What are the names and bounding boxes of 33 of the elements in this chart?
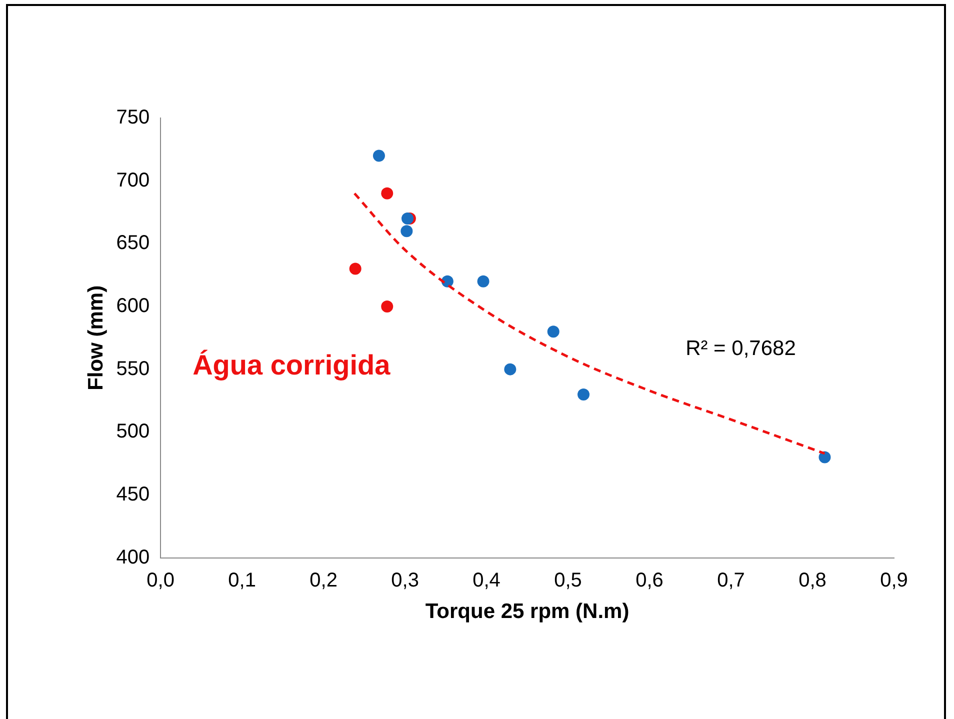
point (818, 451, 831, 464)
point (400, 225, 413, 238)
y-tick-label: 400 (116, 546, 150, 568)
x-tick-label: 0,3 (391, 569, 419, 592)
point (381, 300, 394, 312)
x-tick-label: 0,9 (880, 569, 908, 592)
point (381, 187, 394, 200)
y-axis-title: Flow (mm) (84, 285, 108, 390)
point (477, 275, 490, 288)
x-tick-label: 0,8 (798, 569, 826, 592)
x-tick-label: 0,5 (554, 569, 582, 592)
y-tick-label: 600 (116, 295, 150, 317)
y-tick-label: 450 (116, 483, 150, 506)
x-tick-label: 0,2 (310, 569, 338, 592)
x-tick-label: 0,1 (228, 569, 256, 592)
y-tick-label: 500 (116, 420, 150, 443)
point (547, 326, 560, 338)
x-axis-title: Torque 25 rpm (N.m) (425, 600, 630, 624)
point (372, 150, 385, 162)
y-tick-label: 750 (116, 106, 150, 129)
x-tick-label: 0,6 (636, 569, 664, 592)
x-tick-label: 0,4 (472, 569, 500, 592)
x-tick-label: 0,7 (717, 569, 745, 592)
y-tick-label: 550 (116, 358, 150, 380)
point (349, 262, 362, 275)
y-tick-label: 700 (116, 169, 150, 192)
point (578, 388, 590, 400)
x-tick-label: 0,0 (146, 569, 174, 592)
point (504, 363, 516, 376)
y-tick-label: 650 (116, 232, 150, 254)
annotation: R² = 0,7682 (686, 336, 796, 360)
series-label: Água corrigida (192, 350, 391, 381)
point (401, 212, 414, 225)
